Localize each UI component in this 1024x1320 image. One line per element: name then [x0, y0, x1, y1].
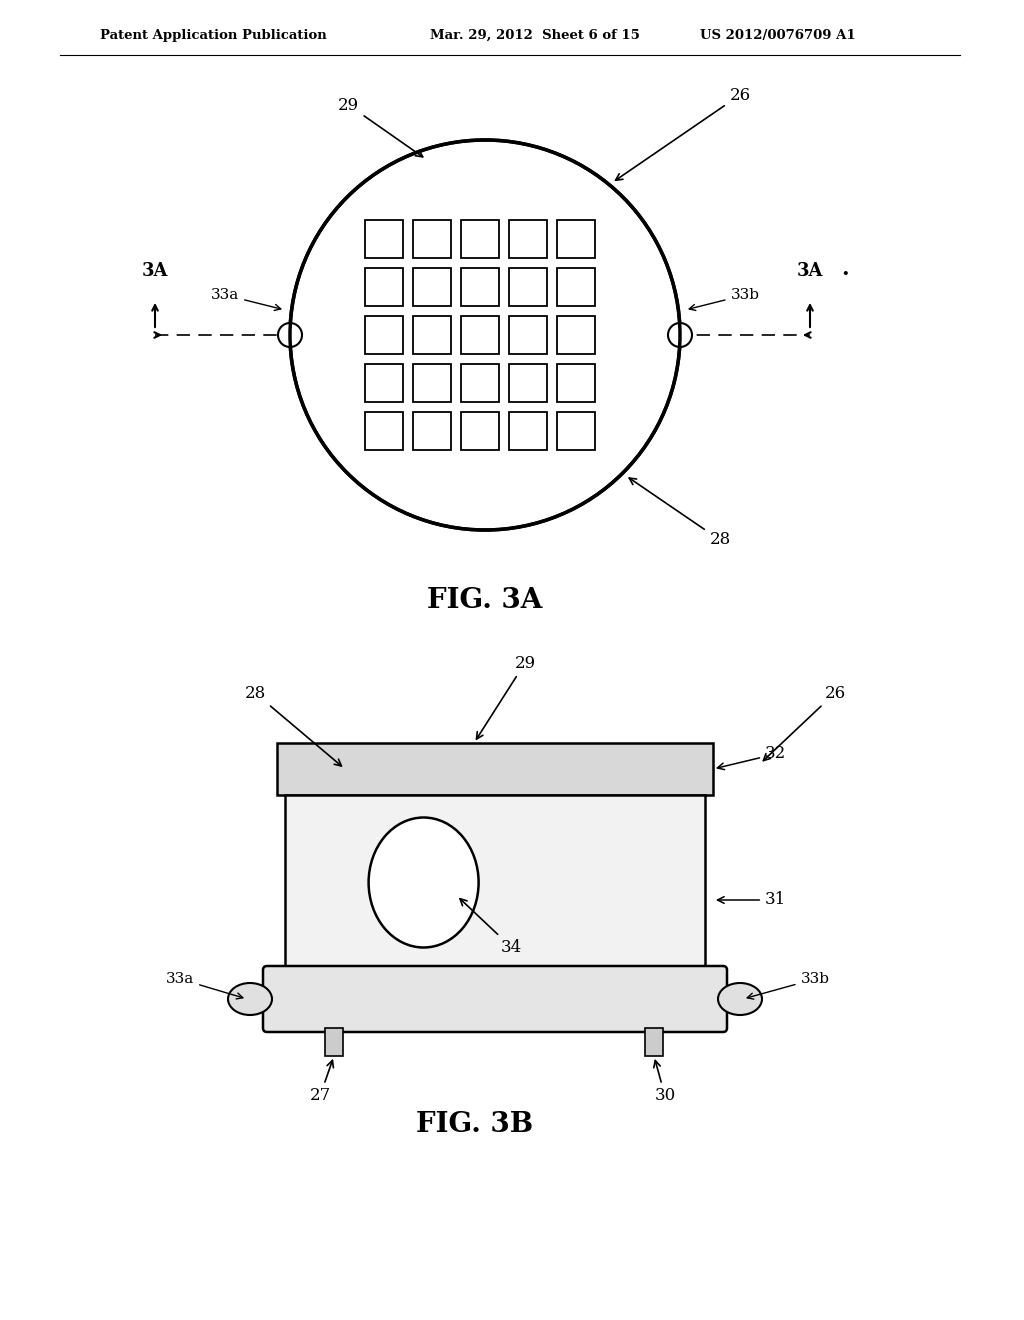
Bar: [461, 364, 499, 403]
Bar: [365, 268, 403, 306]
Bar: [509, 364, 547, 403]
Bar: [365, 315, 403, 354]
Text: 30: 30: [653, 1060, 676, 1105]
Text: 28: 28: [629, 478, 731, 549]
Text: 3A: 3A: [141, 261, 168, 280]
Bar: [413, 364, 451, 403]
Bar: [325, 1028, 343, 1056]
Bar: [278, 743, 713, 795]
Text: .: .: [841, 257, 849, 280]
Bar: [509, 220, 547, 257]
Bar: [509, 268, 547, 306]
Ellipse shape: [369, 817, 478, 948]
Text: 33a: 33a: [211, 288, 281, 310]
Text: FIG. 3B: FIG. 3B: [417, 1111, 534, 1138]
Ellipse shape: [718, 983, 762, 1015]
Bar: [413, 220, 451, 257]
Bar: [461, 268, 499, 306]
Text: 28: 28: [245, 685, 341, 766]
Text: 32: 32: [718, 746, 786, 770]
Text: Mar. 29, 2012  Sheet 6 of 15: Mar. 29, 2012 Sheet 6 of 15: [430, 29, 640, 41]
Bar: [509, 315, 547, 354]
Bar: [365, 412, 403, 450]
Bar: [557, 364, 595, 403]
Text: 29: 29: [476, 655, 536, 739]
Bar: [509, 412, 547, 450]
Bar: [461, 315, 499, 354]
Text: 26: 26: [615, 87, 751, 181]
Bar: [413, 412, 451, 450]
Text: 29: 29: [338, 96, 423, 157]
Circle shape: [278, 323, 302, 347]
Bar: [365, 220, 403, 257]
Text: 26: 26: [763, 685, 846, 760]
Text: 33b: 33b: [748, 972, 829, 999]
Bar: [557, 268, 595, 306]
Text: 33b: 33b: [689, 288, 760, 310]
Bar: [365, 364, 403, 403]
Bar: [557, 315, 595, 354]
Bar: [461, 412, 499, 450]
FancyBboxPatch shape: [263, 966, 727, 1032]
Text: 33a: 33a: [166, 972, 243, 999]
Text: 3A: 3A: [797, 261, 823, 280]
Bar: [645, 1028, 663, 1056]
Text: US 2012/0076709 A1: US 2012/0076709 A1: [700, 29, 856, 41]
Bar: [557, 412, 595, 450]
Text: 34: 34: [460, 899, 522, 956]
Bar: [461, 220, 499, 257]
Text: 27: 27: [309, 1060, 334, 1105]
Bar: [413, 268, 451, 306]
Circle shape: [668, 323, 692, 347]
Ellipse shape: [228, 983, 272, 1015]
Bar: [285, 795, 705, 970]
Text: Patent Application Publication: Patent Application Publication: [100, 29, 327, 41]
Circle shape: [290, 140, 680, 531]
Text: 31: 31: [718, 891, 786, 908]
Text: FIG. 3A: FIG. 3A: [427, 586, 543, 614]
Bar: [413, 315, 451, 354]
Bar: [557, 220, 595, 257]
